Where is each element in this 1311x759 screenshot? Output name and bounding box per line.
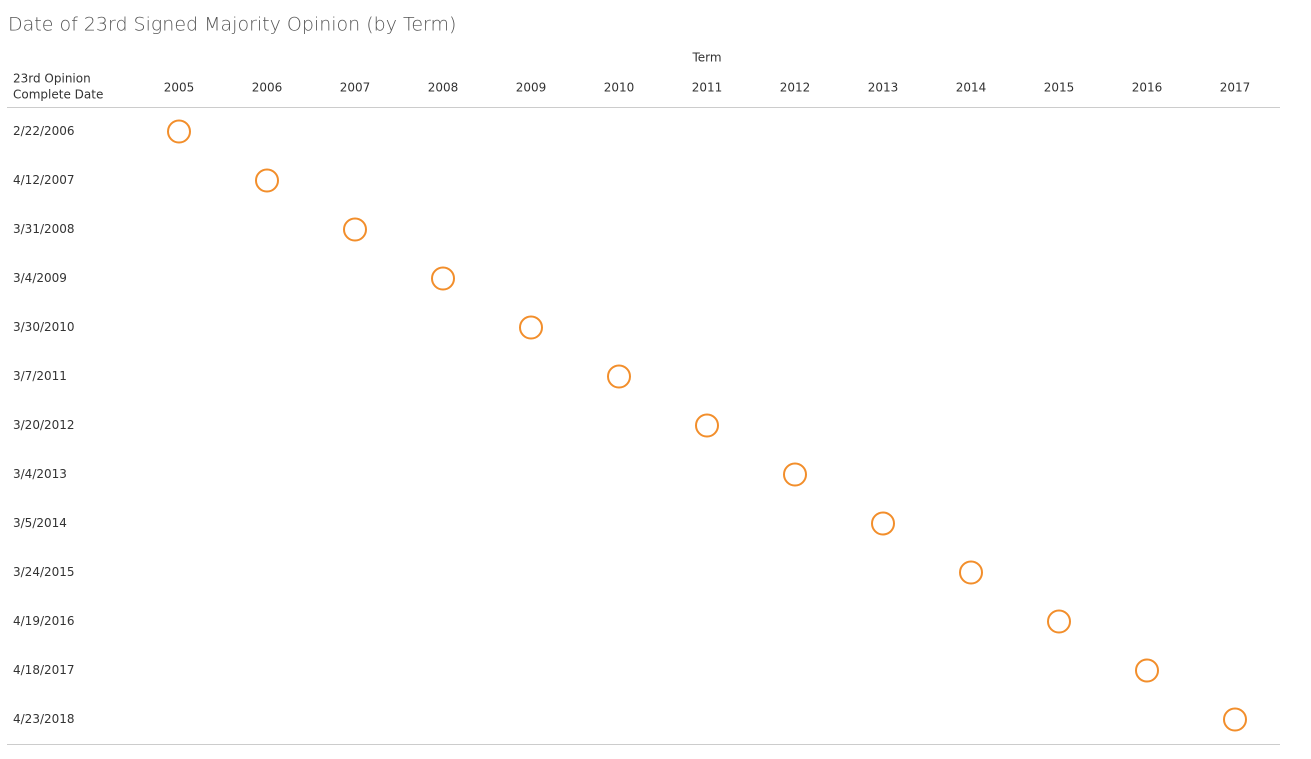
- column-label: 2015: [1044, 81, 1075, 95]
- row-label: 4/23/2018: [13, 712, 75, 726]
- marker: [959, 560, 983, 585]
- marker: [1047, 609, 1071, 634]
- row-label: 3/20/2012: [13, 418, 75, 432]
- row-label: 3/4/2013: [13, 467, 67, 481]
- marker: [519, 315, 543, 340]
- row-label: 3/4/2009: [13, 271, 67, 285]
- row-label: 4/18/2017: [13, 663, 75, 677]
- column-label: 2011: [692, 81, 723, 95]
- column-label: 2014: [956, 81, 987, 95]
- column-header: Term: [691, 51, 721, 65]
- column-label: 2017: [1220, 81, 1251, 95]
- column-label: 2006: [252, 81, 283, 95]
- row-label: 3/31/2008: [13, 222, 75, 236]
- column-label: 2012: [780, 81, 811, 95]
- column-label: 2010: [604, 81, 635, 95]
- row-label: 3/7/2011: [13, 369, 67, 383]
- column-label: 2016: [1132, 81, 1163, 95]
- row-header: 23rd Opinion: [13, 72, 91, 86]
- row-label: 4/12/2007: [13, 173, 75, 187]
- row-label: 2/22/2006: [13, 124, 75, 138]
- column-label: 2007: [340, 81, 371, 95]
- row-label: 3/24/2015: [13, 565, 75, 579]
- marker: [1223, 707, 1247, 732]
- marker: [255, 168, 279, 193]
- row-label: 3/30/2010: [13, 320, 75, 334]
- marker: [1135, 658, 1159, 683]
- chart-title: Date of 23rd Signed Majority Opinion (by…: [8, 14, 456, 36]
- row-label: 3/5/2014: [13, 516, 67, 530]
- marker: [607, 364, 631, 389]
- row-header: Complete Date: [13, 88, 103, 102]
- marker: [431, 266, 455, 291]
- marker: [167, 119, 191, 144]
- marker: [783, 462, 807, 487]
- column-label: 2013: [868, 81, 899, 95]
- marker: [343, 217, 367, 242]
- column-label: 2005: [164, 81, 195, 95]
- marker: [695, 413, 719, 438]
- marker: [871, 511, 895, 536]
- column-label: 2009: [516, 81, 547, 95]
- column-label: 2008: [428, 81, 459, 95]
- row-label: 4/19/2016: [13, 614, 75, 628]
